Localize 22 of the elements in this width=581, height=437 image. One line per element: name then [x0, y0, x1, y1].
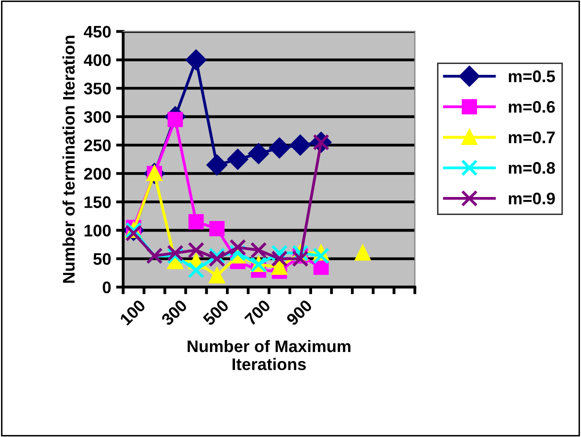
legend-label: m=0.7: [508, 132, 555, 144]
x-tick-label: 100: [119, 299, 146, 326]
x-tick-label: 500: [202, 299, 230, 326]
y-tick-label: 0: [102, 282, 111, 294]
x-tick-label: 700: [244, 299, 272, 326]
x-tick-label: 300: [160, 299, 188, 326]
y-tick-label: 400: [84, 54, 111, 66]
y-tick-label: 150: [84, 196, 111, 208]
legend-label: m=0.5: [508, 70, 556, 82]
legend-label: m=0.9: [508, 192, 555, 204]
legend-label: m=0.8: [508, 162, 555, 174]
y-tick-label: 350: [84, 82, 111, 94]
y-tick-label: 100: [84, 224, 111, 236]
y-tick-label: 450: [84, 26, 111, 38]
y-tick-label: 50: [93, 253, 111, 265]
x-axis-title: Number of Maximum Iterations: [188, 340, 350, 370]
y-tick-label: 300: [84, 111, 111, 123]
y-tick-label: 250: [84, 139, 111, 152]
y-tick-label: 200: [84, 168, 111, 180]
legend-label: m=0.6: [508, 100, 555, 113]
x-tick-label: 900: [286, 299, 313, 326]
y-axis-title: Number of termination Iteration: [62, 36, 75, 283]
